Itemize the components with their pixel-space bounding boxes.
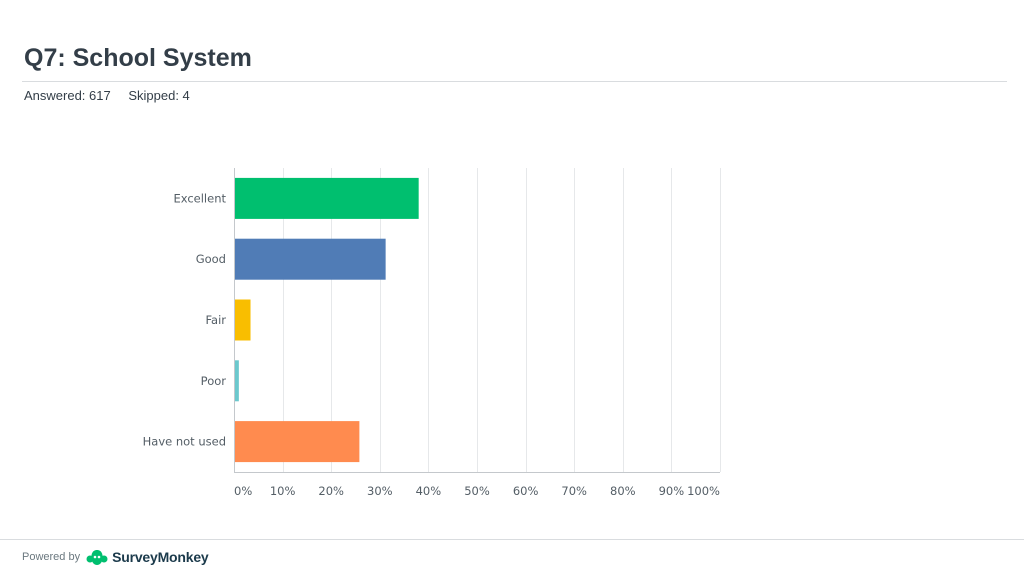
bar-poor: [234, 360, 239, 402]
answered-count: Answered: 617: [24, 88, 111, 103]
bar-have-not-used: [234, 421, 360, 463]
x-tick-label: 100%: [687, 484, 720, 498]
footer: Powered by SurveyMonkey: [22, 548, 209, 566]
category-label: Excellent: [173, 191, 226, 205]
x-tick-label: 10%: [270, 484, 296, 498]
category-label: Good: [196, 252, 226, 266]
x-tick-label: 70%: [561, 484, 587, 498]
response-stats: Answered: 617 Skipped: 4: [24, 88, 204, 103]
category-label: Have not used: [143, 435, 226, 449]
bar-good: [234, 238, 386, 280]
page-title: Q7: School System: [24, 44, 252, 72]
category-label: Fair: [205, 313, 226, 327]
powered-by-label: Powered by: [22, 551, 81, 563]
skipped-count: Skipped: 4: [128, 88, 190, 103]
x-tick-label: 0%: [234, 484, 252, 498]
bar-excellent: [234, 177, 419, 219]
x-tick-label: 30%: [367, 484, 393, 498]
x-tick-label: 80%: [610, 484, 636, 498]
x-tick-label: 60%: [513, 484, 539, 498]
footer-divider: [0, 539, 1024, 540]
bar-fair: [234, 299, 251, 341]
x-tick-label: 50%: [464, 484, 490, 498]
surveymonkey-logo-icon: [86, 550, 108, 565]
x-tick-label: 90%: [659, 484, 685, 498]
x-tick-label: 20%: [318, 484, 344, 498]
title-divider: [22, 81, 1007, 82]
x-tick-label: 40%: [416, 484, 442, 498]
category-label: Poor: [201, 374, 227, 388]
brand-name: SurveyMonkey: [112, 549, 209, 565]
